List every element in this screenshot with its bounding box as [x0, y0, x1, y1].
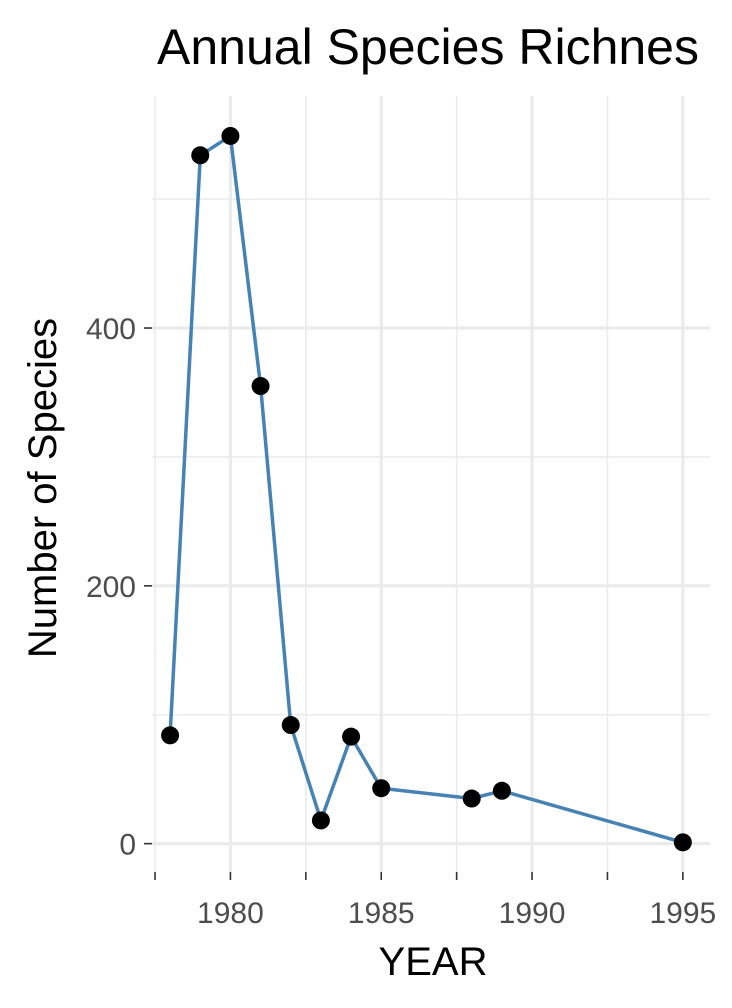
y-tick-label: 0: [119, 829, 136, 862]
y-axis-title: Number of Species: [21, 318, 65, 658]
data-point: [372, 779, 391, 798]
series-line: [168, 134, 685, 845]
data-point: [462, 789, 481, 808]
x-tick-label: 1990: [499, 897, 566, 930]
x-tick-label: 1980: [197, 897, 264, 930]
y-tick-label: 400: [86, 313, 136, 346]
data-point: [251, 377, 270, 396]
data-point: [492, 781, 511, 800]
y-tick-label: 200: [86, 571, 136, 604]
x-tick-label: 1995: [649, 897, 716, 930]
data-point: [191, 146, 210, 165]
data-point: [281, 716, 300, 735]
y-axis-tick-labels: 0 200 400: [86, 313, 136, 862]
data-point: [311, 811, 330, 830]
axis-tick-marks: [144, 327, 684, 880]
data-series: [168, 134, 685, 845]
data-points: [161, 126, 692, 852]
data-point: [342, 727, 361, 746]
minor-gridlines: [152, 96, 710, 872]
data-point: [673, 833, 692, 852]
major-gridlines: [152, 96, 710, 872]
data-point: [221, 126, 240, 145]
data-point: [161, 726, 180, 745]
chart-title: Annual Species Richnes: [157, 19, 699, 75]
x-tick-label: 1985: [348, 897, 415, 930]
x-axis-title: YEAR: [379, 940, 488, 984]
x-axis-tick-labels: 1980 1985 1990 1995: [197, 897, 716, 930]
